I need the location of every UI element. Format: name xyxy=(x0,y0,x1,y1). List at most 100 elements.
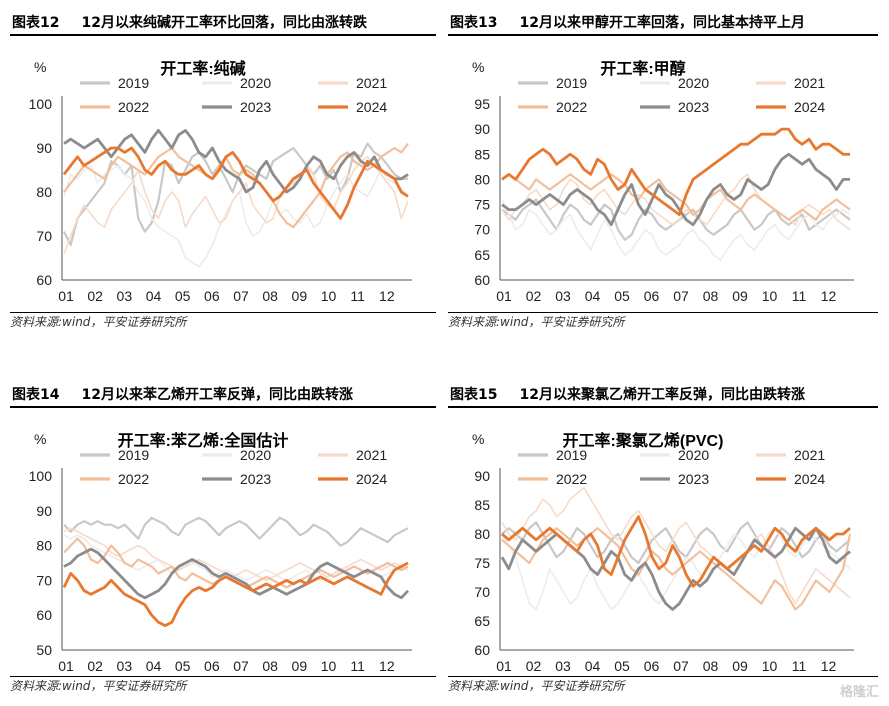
chart-title: 开工率:纯碱 xyxy=(160,59,245,78)
x-tick-label: 11 xyxy=(350,288,365,304)
x-tick-label: 09 xyxy=(732,658,748,674)
x-tick-label: 09 xyxy=(292,288,308,304)
x-tick-label: 08 xyxy=(262,288,278,304)
x-tick-label: 03 xyxy=(117,658,133,674)
x-tick-label: 04 xyxy=(585,658,601,674)
legend-label: 2023 xyxy=(678,99,709,115)
x-tick-label: 11 xyxy=(792,288,807,304)
x-tick-label: 04 xyxy=(585,288,601,304)
x-tick-label: 12 xyxy=(379,288,395,304)
y-tick-label: 60 xyxy=(474,272,490,288)
y-tick-label: 90 xyxy=(36,140,52,156)
legend-label: 2020 xyxy=(240,447,271,463)
x-tick-label: 04 xyxy=(146,658,162,674)
legend-label: 2024 xyxy=(794,99,825,115)
series-line-2022 xyxy=(63,142,409,229)
figure-header: 图表13 12月以来甲醇开工率回落，同比基本持平上月 xyxy=(448,12,878,36)
y-tick-label: 60 xyxy=(36,607,52,623)
x-tick-label: 07 xyxy=(233,658,249,674)
x-tick-label: 08 xyxy=(262,658,278,674)
y-tick-label: 100 xyxy=(29,96,53,112)
legend-label: 2022 xyxy=(556,99,587,115)
figure-number: 图表12 xyxy=(12,15,60,31)
y-tick-label: 90 xyxy=(474,468,490,484)
panel-15: 图表15 12月以来聚氯乙烯开工率反弹，同比由跌转涨 % 开工率:聚氯乙烯(PVC)… xyxy=(448,372,878,702)
x-tick-label: 10 xyxy=(762,658,778,674)
x-tick-label: 11 xyxy=(792,658,807,674)
x-tick-label: 03 xyxy=(555,658,571,674)
watermark-logo: 格隆汇 xyxy=(839,685,879,700)
x-tick-label: 12 xyxy=(821,658,837,674)
figure-number: 图表14 xyxy=(12,387,60,403)
y-tick-label: 60 xyxy=(36,272,52,288)
figure-header: 图表14 12月以来苯乙烯开工率反弹，同比由跌转涨 xyxy=(10,384,436,408)
x-tick-label: 01 xyxy=(58,658,74,674)
series-line-2022 xyxy=(501,173,851,221)
x-tick-label: 10 xyxy=(321,658,337,674)
series-line-2019 xyxy=(501,521,851,565)
x-tick-label: 02 xyxy=(87,658,103,674)
y-unit-label: % xyxy=(472,431,484,447)
panel-13: 图表13 12月以来甲醇开工率回落，同比基本持平上月 % 开工率:甲醇 2019 202… xyxy=(448,0,878,340)
chart-title: 开工率:甲醇 xyxy=(600,59,685,78)
y-tick-label: 65 xyxy=(474,613,490,629)
chart-title: 开工率:苯乙烯:全国估计 xyxy=(118,431,289,450)
legend-label: 2019 xyxy=(118,75,149,91)
legend-label: 2020 xyxy=(240,75,271,91)
x-tick-label: 10 xyxy=(762,288,778,304)
series-line-2024 xyxy=(62,146,409,220)
y-tick-label: 75 xyxy=(474,555,490,571)
series-line-2020 xyxy=(501,199,851,261)
y-tick-label: 90 xyxy=(36,503,52,519)
legend-label: 2021 xyxy=(794,75,825,91)
x-tick-label: 11 xyxy=(350,658,365,674)
y-tick-label: 60 xyxy=(474,642,490,658)
series-line-2023 xyxy=(500,526,851,611)
x-tick-label: 12 xyxy=(821,288,837,304)
legend-label: 2023 xyxy=(240,471,271,487)
y-tick-label: 85 xyxy=(474,497,490,513)
figure-number: 图表13 xyxy=(450,15,498,31)
x-tick-label: 09 xyxy=(292,658,308,674)
x-tick-label: 01 xyxy=(496,288,512,304)
x-tick-label: 01 xyxy=(496,658,512,674)
legend-label: 2019 xyxy=(118,447,149,463)
y-unit-label: % xyxy=(472,59,484,75)
y-tick-label: 80 xyxy=(474,171,490,187)
figure-source: 资料来源:wind，平安证券研究所 xyxy=(10,312,436,331)
y-tick-label: 75 xyxy=(474,197,490,213)
series-line-2024 xyxy=(501,515,851,588)
series-line-2021 xyxy=(501,486,851,605)
legend-label: 2021 xyxy=(356,447,387,463)
x-tick-label: 06 xyxy=(644,658,660,674)
legend-label: 2019 xyxy=(556,447,587,463)
chart-svg: % 开工率:纯碱 2019 2020 2021 2022 2023 2024 60 70 80 90 1… xyxy=(29,59,412,304)
y-tick-label: 70 xyxy=(36,228,52,244)
panel-14: 图表14 12月以来苯乙烯开工率反弹，同比由跌转涨 % 开工率:苯乙烯:全国估计 20… xyxy=(10,372,436,702)
y-unit-label: % xyxy=(34,431,46,447)
panel-12: 图表12 12月以来纯碱开工率环比回落，同比由涨转跌 % 开工率:纯碱 2019 202… xyxy=(10,0,436,340)
x-tick-label: 10 xyxy=(321,288,337,304)
series-line-2023 xyxy=(63,547,410,600)
series-line-2021 xyxy=(501,173,851,231)
x-tick-label: 05 xyxy=(175,658,191,674)
figure-title: 12月以来纯碱开工率环比回落，同比由涨转跌 xyxy=(81,15,367,31)
x-tick-label: 04 xyxy=(146,288,162,304)
series-line-2023 xyxy=(63,129,409,194)
legend-label: 2021 xyxy=(794,447,825,463)
figure-source: 资料来源:wind，平安证券研究所 xyxy=(10,676,436,695)
y-tick-label: 95 xyxy=(474,96,490,112)
x-tick-label: 05 xyxy=(175,288,191,304)
x-tick-label: 06 xyxy=(204,658,220,674)
y-tick-label: 100 xyxy=(29,468,53,484)
x-tick-label: 05 xyxy=(614,288,630,304)
y-tick-label: 80 xyxy=(474,526,490,542)
figure-title: 12月以来甲醇开工率回落，同比基本持平上月 xyxy=(519,15,805,31)
series-line-2021 xyxy=(63,156,409,254)
figure-source: 资料来源:wind，平安证券研究所 xyxy=(448,312,878,331)
series-line-2024 xyxy=(62,561,409,627)
legend-label: 2024 xyxy=(356,471,387,487)
y-tick-label: 70 xyxy=(474,584,490,600)
figure-title: 12月以来聚氯乙烯开工率反弹，同比由跌转涨 xyxy=(519,387,805,403)
x-tick-label: 01 xyxy=(58,288,74,304)
